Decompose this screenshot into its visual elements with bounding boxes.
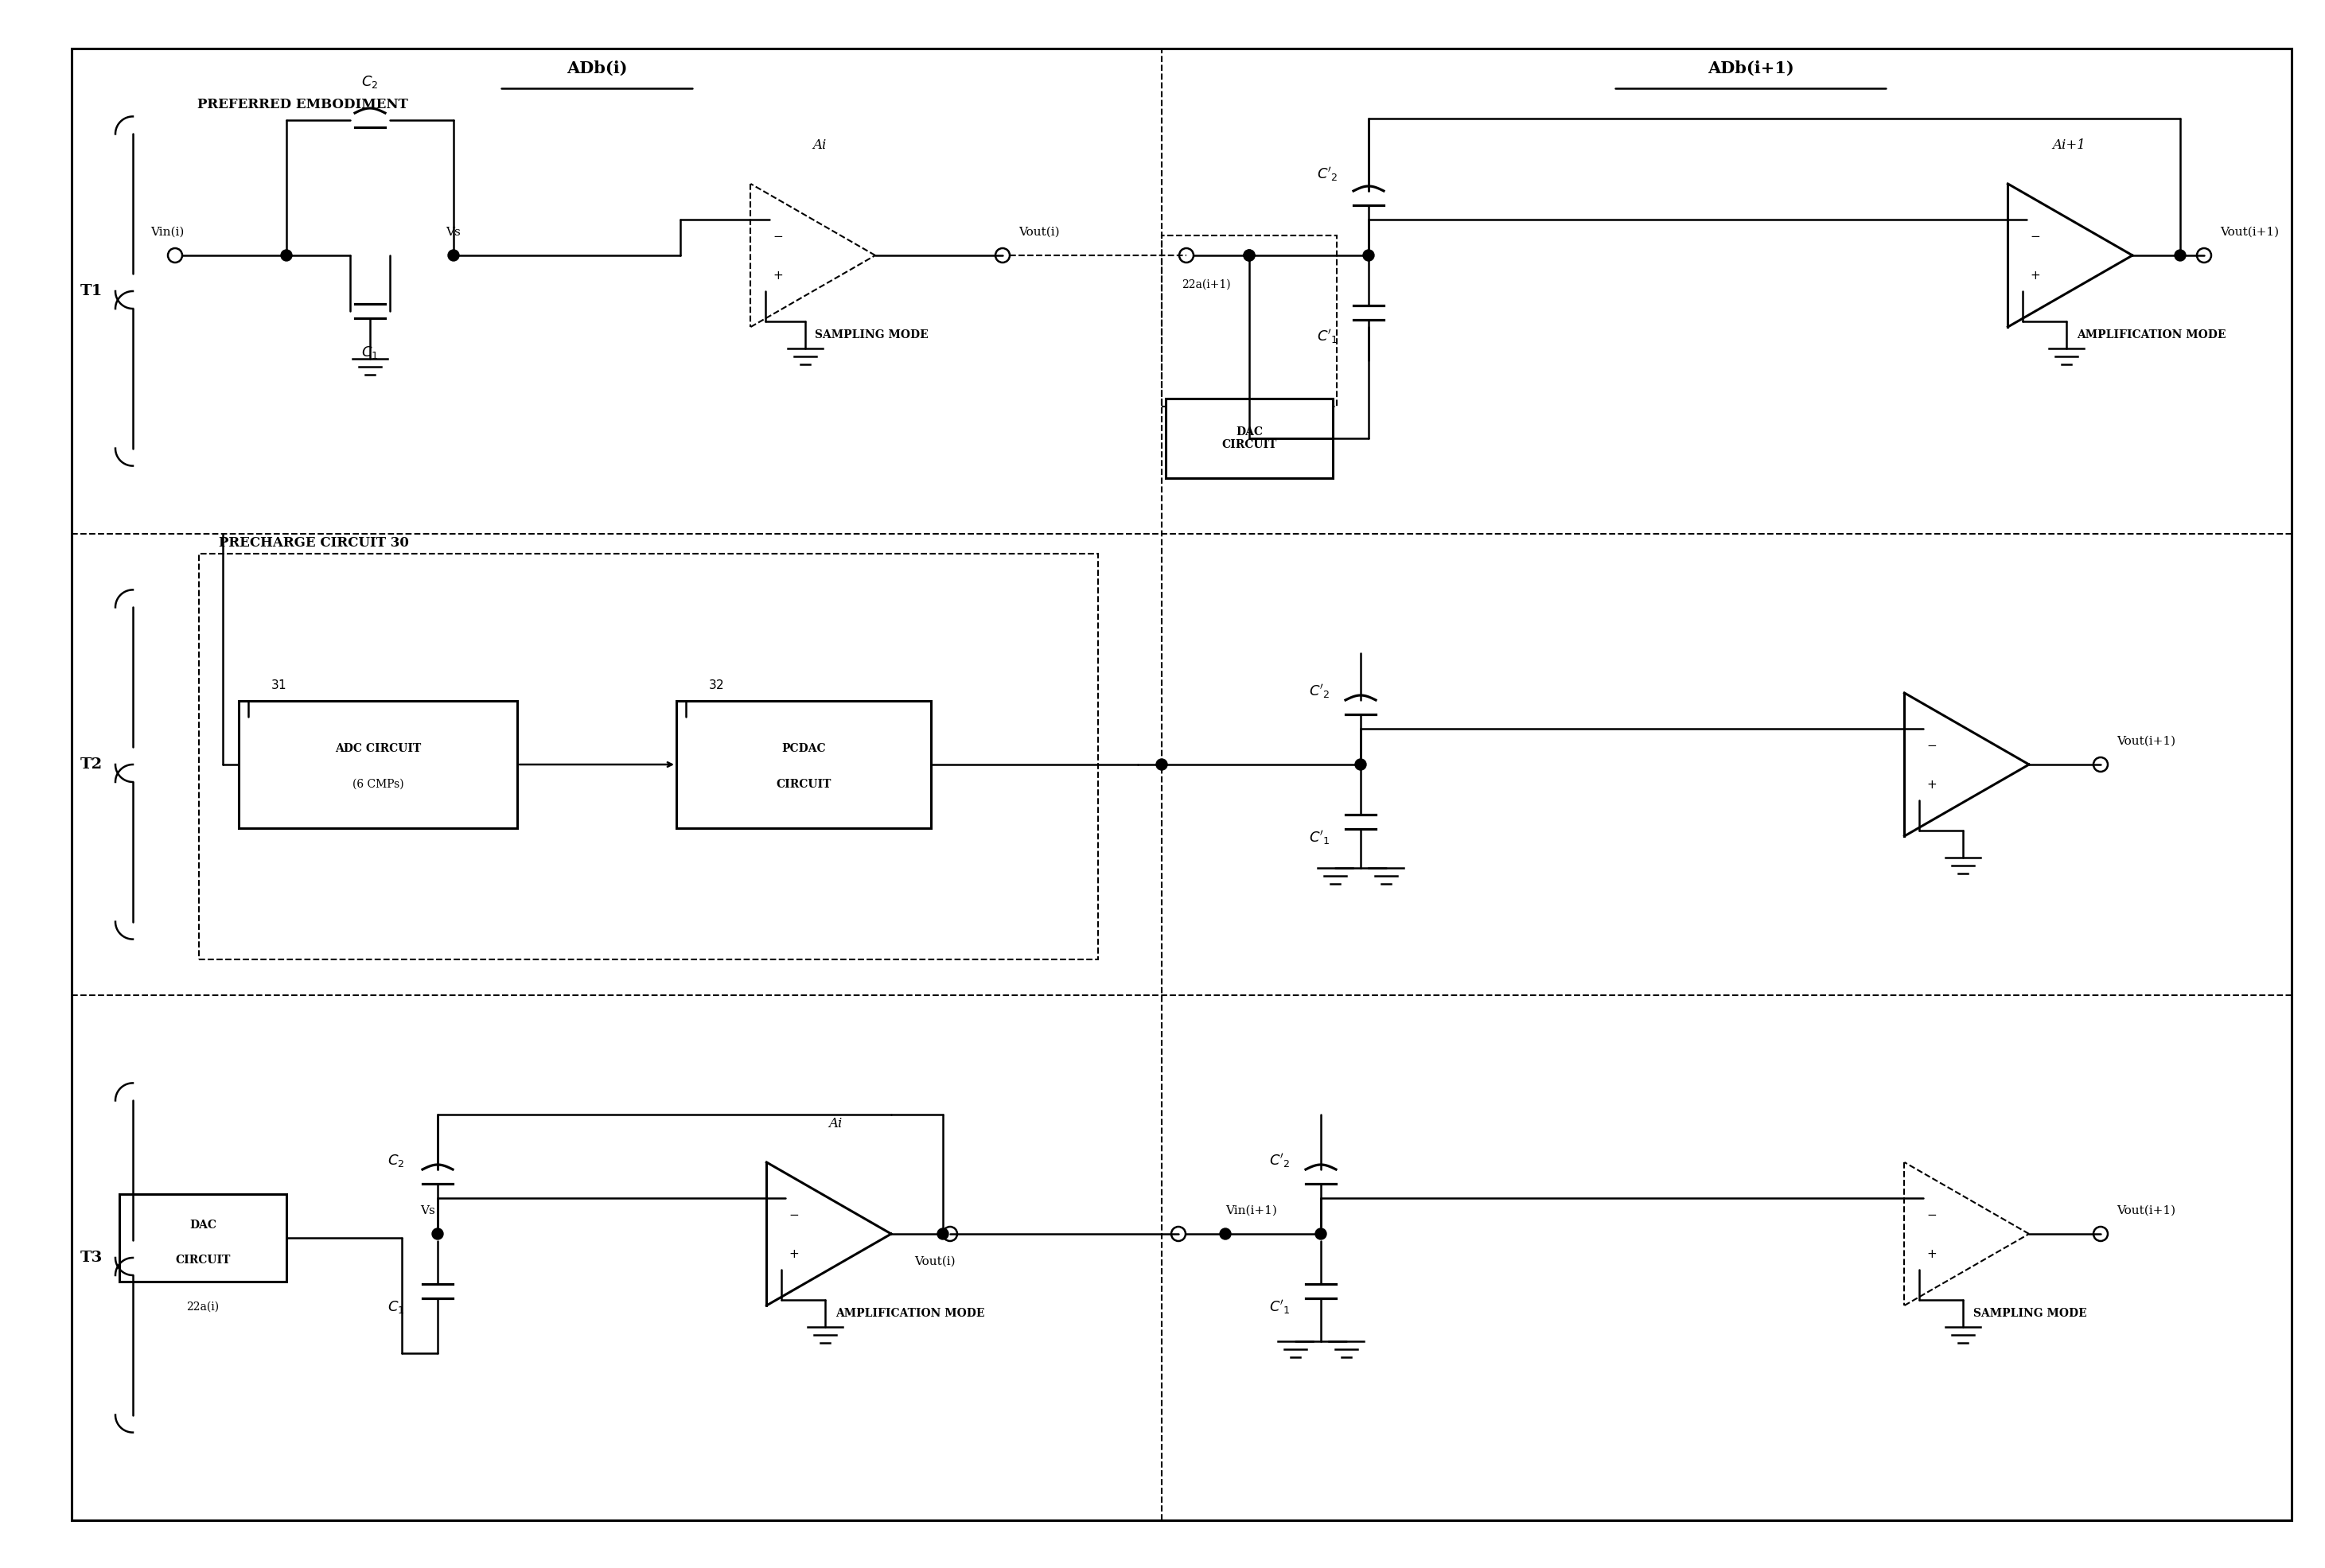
Text: CIRCUIT: CIRCUIT: [777, 779, 832, 790]
Text: Ai: Ai: [828, 1116, 842, 1131]
Bar: [1162, 235, 1337, 406]
Text: $-$: $-$: [1927, 739, 1937, 751]
Text: 22a(i): 22a(i): [186, 1301, 219, 1312]
Text: Vout(i+1): Vout(i+1): [2116, 1206, 2176, 1217]
Bar: [119, 1195, 286, 1281]
Circle shape: [449, 249, 458, 260]
Circle shape: [2174, 249, 2186, 260]
Text: $C_1$: $C_1$: [360, 345, 379, 361]
Text: Vout(i): Vout(i): [914, 1256, 956, 1267]
Text: $+$: $+$: [2030, 270, 2041, 281]
Circle shape: [1156, 759, 1167, 770]
Text: PRECHARGE CIRCUIT 30: PRECHARGE CIRCUIT 30: [219, 536, 409, 550]
Text: T2: T2: [81, 757, 102, 771]
Text: (6 CMPs): (6 CMPs): [353, 779, 405, 790]
Text: PREFERRED EMBODIMENT: PREFERRED EMBODIMENT: [198, 97, 407, 111]
Circle shape: [1362, 249, 1374, 260]
Circle shape: [937, 1228, 949, 1239]
Text: $C'_2$: $C'_2$: [1316, 166, 1337, 183]
Text: $-$: $-$: [2030, 229, 2041, 241]
Text: DAC: DAC: [188, 1220, 216, 1231]
Text: ADb(i+1): ADb(i+1): [1707, 61, 1795, 77]
Text: 22a(i+1): 22a(i+1): [1181, 279, 1230, 290]
Text: Vin(i+1): Vin(i+1): [1225, 1206, 1276, 1217]
Bar: [200, 554, 1097, 960]
Text: $C_2$: $C_2$: [360, 74, 379, 89]
Circle shape: [281, 249, 293, 260]
Bar: [677, 701, 930, 828]
Text: SAMPLING MODE: SAMPLING MODE: [1974, 1308, 2088, 1319]
Text: $C'_2$: $C'_2$: [1269, 1152, 1290, 1170]
Text: $C'_1$: $C'_1$: [1316, 328, 1337, 345]
Text: Vs: Vs: [446, 227, 460, 238]
Text: $C'_1$: $C'_1$: [1269, 1298, 1290, 1316]
Text: $+$: $+$: [1927, 779, 1937, 790]
Text: $-$: $-$: [1927, 1207, 1937, 1220]
Text: $C_1$: $C_1$: [388, 1300, 405, 1316]
Bar: [1165, 398, 1332, 478]
Text: Vs: Vs: [421, 1206, 435, 1217]
Circle shape: [1316, 1228, 1325, 1239]
Text: DAC
CIRCUIT: DAC CIRCUIT: [1221, 426, 1276, 450]
Text: Vout(i+1): Vout(i+1): [2220, 227, 2278, 238]
Text: $-$: $-$: [788, 1207, 800, 1220]
Text: AMPLIFICATION MODE: AMPLIFICATION MODE: [2076, 329, 2225, 340]
Text: $\mathsf{31}$: $\mathsf{31}$: [270, 679, 286, 691]
Circle shape: [1244, 249, 1256, 260]
Circle shape: [1221, 1228, 1230, 1239]
Text: $+$: $+$: [772, 270, 784, 281]
Circle shape: [432, 1228, 444, 1239]
Text: $C_2$: $C_2$: [388, 1152, 405, 1168]
Text: ADb(i): ADb(i): [567, 61, 628, 77]
Bar: [239, 701, 516, 828]
Text: Vin(i): Vin(i): [151, 227, 184, 238]
Text: $C'_2$: $C'_2$: [1309, 682, 1330, 699]
Circle shape: [1244, 249, 1256, 260]
Text: T3: T3: [81, 1251, 102, 1265]
Text: $-$: $-$: [772, 229, 784, 241]
Text: SAMPLING MODE: SAMPLING MODE: [816, 329, 928, 340]
Text: Vout(i+1): Vout(i+1): [2116, 735, 2176, 746]
Text: Ai: Ai: [814, 138, 825, 152]
Text: $+$: $+$: [788, 1248, 800, 1261]
Text: CIRCUIT: CIRCUIT: [174, 1254, 230, 1265]
Text: $\mathsf{32}$: $\mathsf{32}$: [709, 679, 723, 691]
Text: T1: T1: [81, 284, 102, 298]
Text: PCDAC: PCDAC: [781, 743, 825, 754]
Text: AMPLIFICATION MODE: AMPLIFICATION MODE: [835, 1308, 986, 1319]
Text: Vout(i): Vout(i): [1018, 227, 1060, 238]
Circle shape: [1355, 759, 1367, 770]
Text: $C'_1$: $C'_1$: [1309, 829, 1330, 847]
Text: Ai+1: Ai+1: [2053, 138, 2086, 152]
Text: $+$: $+$: [1927, 1248, 1937, 1261]
Text: ADC CIRCUIT: ADC CIRCUIT: [335, 743, 421, 754]
